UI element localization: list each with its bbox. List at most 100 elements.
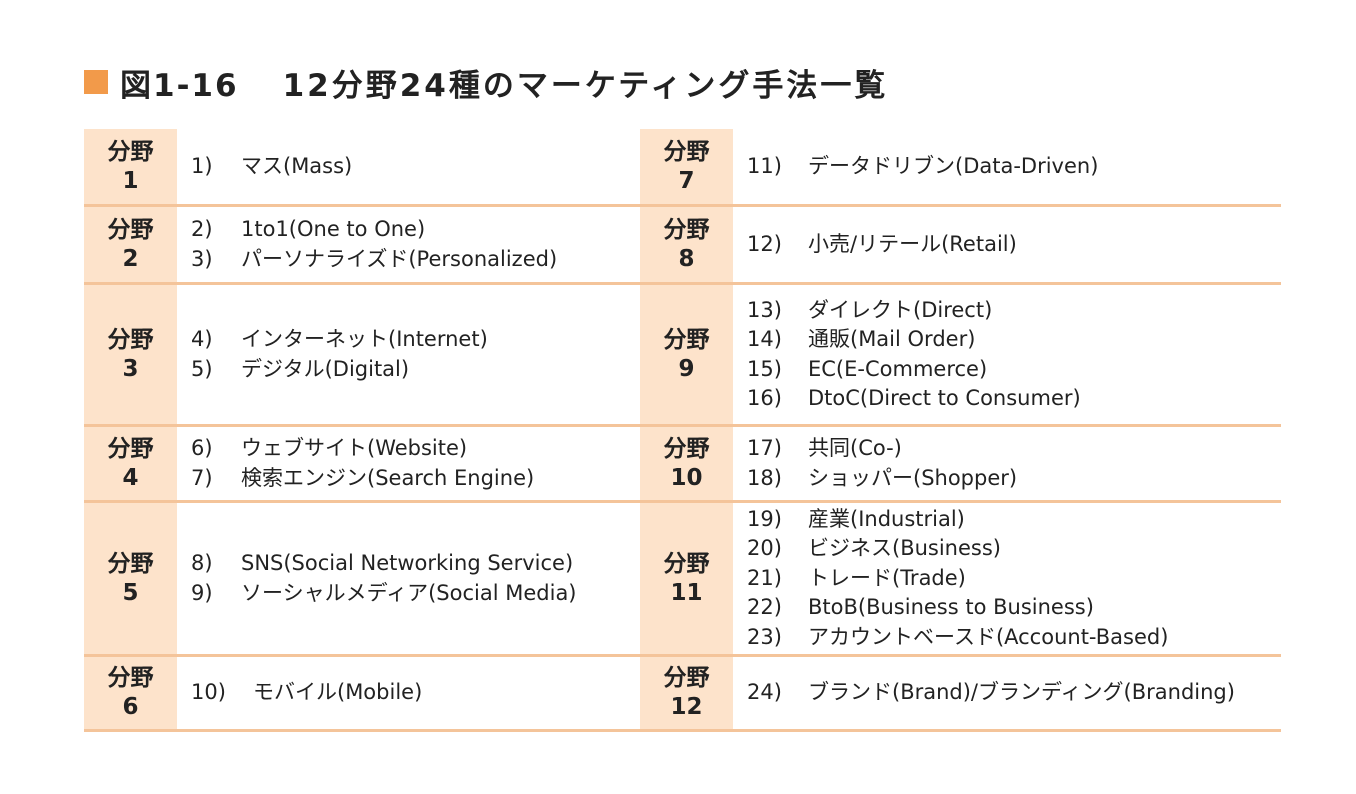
item-text: 検索エンジン(Search Engine) bbox=[241, 465, 535, 490]
list-item: 6) ウェブサイト(Website) bbox=[191, 434, 640, 464]
field-label-text: 分野 bbox=[663, 216, 710, 243]
list-item: 8) SNS(Social Networking Service) bbox=[191, 549, 640, 579]
item-text: 1to1(One to One) bbox=[241, 217, 426, 241]
item-number: 23) bbox=[747, 624, 782, 649]
table-right-column: 分野 7 11) データドリブン(Data-Driven) 分野 8 12) 小売/… bbox=[640, 129, 1281, 732]
item-number: 7) bbox=[191, 465, 213, 490]
item-text: モバイル(Mobile) bbox=[253, 680, 423, 705]
field-label-text: 分野 bbox=[107, 216, 154, 243]
figure-number: 図1-16 bbox=[120, 67, 239, 104]
field-row-6: 分野 6 10) モバイル(Mobile) bbox=[84, 657, 640, 732]
item-number: 8) bbox=[191, 551, 213, 575]
item-number: 17) bbox=[747, 436, 782, 460]
field-items: 1) マス(Mass) bbox=[177, 129, 640, 204]
item-text: 産業(Industrial) bbox=[808, 506, 965, 531]
field-label: 分野 4 bbox=[84, 427, 177, 500]
item-text: ウェブサイト(Website) bbox=[241, 436, 468, 460]
field-label-text: 分野 bbox=[107, 326, 154, 353]
list-item: 16) DtoC(Direct to Consumer) bbox=[747, 384, 1281, 414]
list-item: 21) トレード(Trade) bbox=[747, 564, 1281, 594]
field-label-number: 3 bbox=[122, 355, 139, 382]
field-label: 分野 5 bbox=[84, 503, 177, 654]
field-items: 24) ブランド(Brand)/ブランディング(Branding) bbox=[733, 657, 1281, 729]
item-text: BtoB(Business to Business) bbox=[808, 595, 1094, 620]
item-number: 12) bbox=[747, 231, 782, 256]
list-item: 18) ショッパー(Shopper) bbox=[747, 464, 1281, 494]
field-row-11: 分野 11 19) 産業(Industrial) 20) ビジネス(Business… bbox=[640, 503, 1281, 657]
list-item: 14) 通販(Mail Order) bbox=[747, 325, 1281, 355]
item-number: 10) bbox=[191, 680, 226, 705]
list-item: 2) 1to1(One to One) bbox=[191, 215, 640, 245]
field-label-number: 9 bbox=[678, 355, 695, 382]
field-label-number: 12 bbox=[670, 694, 703, 720]
list-item: 13) ダイレクト(Direct) bbox=[747, 296, 1281, 326]
list-item: 22) BtoB(Business to Business) bbox=[747, 593, 1281, 623]
item-text: SNS(Social Networking Service) bbox=[241, 551, 574, 575]
field-label-text: 分野 bbox=[107, 550, 154, 577]
field-row-4: 分野 4 6) ウェブサイト(Website) 7) 検索エンジン(Search E… bbox=[84, 427, 640, 503]
item-text: 小売/リテール(Retail) bbox=[808, 231, 1017, 256]
table-left-column: 分野 1 1) マス(Mass) 分野 2 2) 1to1(One to One) … bbox=[84, 129, 640, 732]
list-item: 9) ソーシャルメディア(Social Media) bbox=[191, 579, 640, 609]
field-items: 13) ダイレクト(Direct) 14) 通販(Mail Order) 15) EC… bbox=[733, 285, 1281, 424]
list-item: 19) 産業(Industrial) bbox=[747, 505, 1281, 535]
item-number: 14) bbox=[747, 327, 782, 351]
field-row-5: 分野 5 8) SNS(Social Networking Service) 9)… bbox=[84, 503, 640, 657]
item-number: 5) bbox=[191, 356, 213, 381]
item-text: マス(Mass) bbox=[241, 153, 353, 178]
field-label: 分野 6 bbox=[84, 657, 177, 729]
item-text: ソーシャルメディア(Social Media) bbox=[241, 580, 577, 605]
field-items: 11) データドリブン(Data-Driven) bbox=[733, 129, 1281, 204]
field-label-number: 10 bbox=[670, 464, 703, 491]
list-item: 24) ブランド(Brand)/ブランディング(Branding) bbox=[747, 678, 1281, 708]
item-number: 16) bbox=[747, 386, 782, 410]
item-text: ショッパー(Shopper) bbox=[808, 465, 1018, 490]
field-row-7: 分野 7 11) データドリブン(Data-Driven) bbox=[640, 129, 1281, 207]
field-row-10: 分野 10 17) 共同(Co-) 18) ショッパー(Shopper) bbox=[640, 427, 1281, 503]
item-text: トレード(Trade) bbox=[808, 565, 966, 590]
item-number: 19) bbox=[747, 506, 782, 531]
field-items: 12) 小売/リテール(Retail) bbox=[733, 207, 1281, 282]
item-number: 4) bbox=[191, 327, 213, 351]
list-item: 20) ビジネス(Business) bbox=[747, 534, 1281, 564]
list-item: 23) アカウントベースド(Account-Based) bbox=[747, 623, 1281, 653]
figure-title: 図1-16 12分野24種のマーケティング手法一覧 bbox=[84, 60, 888, 104]
item-number: 1) bbox=[191, 153, 213, 178]
item-text: パーソナライズド(Personalized) bbox=[241, 246, 558, 271]
list-item: 12) 小売/リテール(Retail) bbox=[747, 230, 1281, 260]
item-number: 2) bbox=[191, 217, 213, 241]
item-number: 11) bbox=[747, 153, 782, 178]
figure-caption: 12分野24種のマーケティング手法一覧 bbox=[282, 67, 889, 104]
field-label-number: 7 bbox=[678, 167, 695, 194]
field-label-number: 8 bbox=[678, 245, 695, 272]
item-number: 13) bbox=[747, 297, 782, 322]
field-label-text: 分野 bbox=[107, 435, 154, 462]
field-label: 分野 3 bbox=[84, 285, 177, 424]
title-square-icon bbox=[84, 70, 108, 94]
list-item: 11) データドリブン(Data-Driven) bbox=[747, 152, 1281, 182]
field-label-text: 分野 bbox=[107, 665, 154, 691]
list-item: 17) 共同(Co-) bbox=[747, 434, 1281, 464]
field-label-number: 6 bbox=[122, 694, 139, 720]
field-label: 分野 10 bbox=[640, 427, 733, 500]
item-text: データドリブン(Data-Driven) bbox=[808, 153, 1099, 178]
list-item: 7) 検索エンジン(Search Engine) bbox=[191, 464, 640, 494]
item-number: 3) bbox=[191, 246, 213, 271]
list-item: 4) インターネット(Internet) bbox=[191, 325, 640, 355]
item-text: EC(E-Commerce) bbox=[808, 356, 988, 381]
field-label: 分野 12 bbox=[640, 657, 733, 729]
field-items: 4) インターネット(Internet) 5) デジタル(Digital) bbox=[177, 285, 640, 424]
field-label-number: 11 bbox=[670, 579, 703, 606]
field-label-text: 分野 bbox=[663, 138, 710, 165]
field-row-1: 分野 1 1) マス(Mass) bbox=[84, 129, 640, 207]
field-row-9: 分野 9 13) ダイレクト(Direct) 14) 通販(Mail Order) … bbox=[640, 285, 1281, 427]
item-text: ビジネス(Business) bbox=[808, 536, 1001, 561]
marketing-methods-table: 分野 1 1) マス(Mass) 分野 2 2) 1to1(One to One) … bbox=[84, 129, 1281, 732]
field-items: 10) モバイル(Mobile) bbox=[177, 657, 640, 729]
item-text: デジタル(Digital) bbox=[241, 356, 410, 381]
item-text: アカウントベースド(Account-Based) bbox=[808, 624, 1169, 649]
list-item: 5) デジタル(Digital) bbox=[191, 355, 640, 385]
field-label-number: 5 bbox=[122, 579, 139, 606]
field-label: 分野 9 bbox=[640, 285, 733, 424]
item-text: インターネット(Internet) bbox=[241, 327, 488, 351]
